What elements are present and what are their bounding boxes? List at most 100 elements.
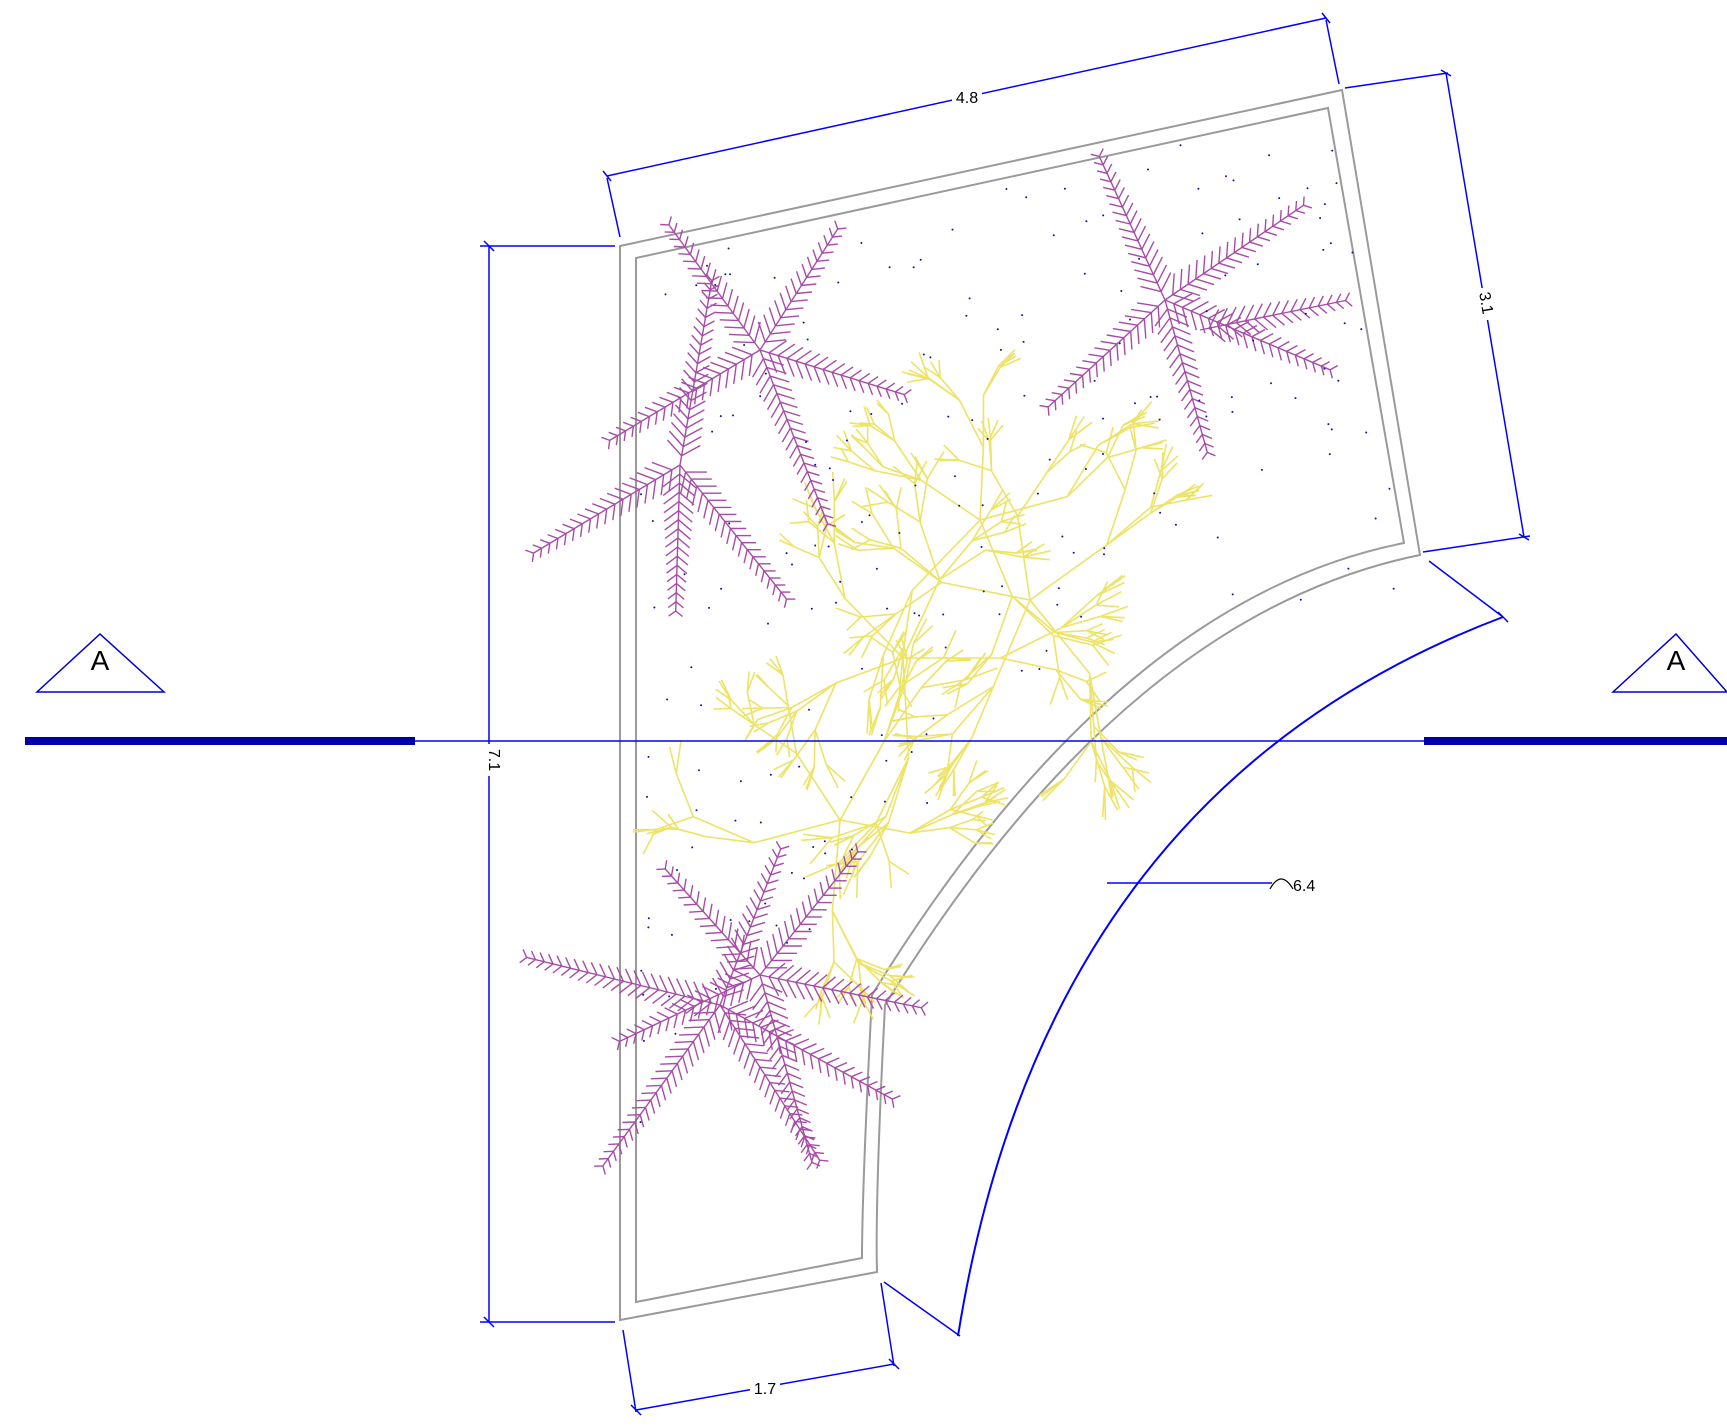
soil-dot: [1231, 593, 1234, 596]
soil-dot: [814, 463, 817, 466]
shrub-branch: [856, 957, 885, 971]
shrub-branch: [782, 674, 789, 706]
soil-dot: [775, 924, 778, 927]
shrub-branch: [851, 527, 871, 541]
soil-dot: [1103, 547, 1106, 550]
soil-dot: [690, 666, 693, 669]
soil-dot: [918, 614, 921, 617]
shrub-branch: [975, 815, 988, 827]
soil-dot: [875, 567, 878, 570]
soil-dot: [925, 733, 928, 736]
soil-dot: [886, 607, 889, 610]
shrub-branch: [882, 466, 922, 481]
soil-dot: [1023, 394, 1026, 397]
soil-dot: [1045, 649, 1048, 652]
shrub-branch: [814, 507, 835, 544]
shrub-branch: [768, 710, 797, 724]
soil-dot: [1198, 399, 1201, 402]
shrub-branch: [746, 692, 755, 725]
shrub-branch: [835, 534, 859, 551]
shrub-branch: [1094, 761, 1098, 782]
soil-dot: [739, 780, 742, 783]
soil-dot: [642, 993, 645, 996]
soil-dot: [1134, 402, 1136, 405]
shrub-branch: [852, 999, 864, 1024]
shrub-branch: [1000, 501, 1008, 522]
shrub-branch: [979, 447, 985, 521]
soil-dot: [1252, 339, 1255, 342]
section-marker-right: [1611, 632, 1727, 693]
soil-dot: [732, 414, 734, 417]
shrub-branch: [715, 696, 732, 710]
shrub-branch: [1118, 751, 1144, 759]
soil-dot: [683, 573, 686, 576]
shrub-branch: [1054, 631, 1093, 643]
shrub-branch: [938, 540, 973, 581]
shrub-branch: [990, 498, 1012, 511]
shrub-branch: [860, 635, 873, 659]
shrub-branch: [1091, 631, 1112, 643]
shrub-branch: [762, 706, 792, 709]
shrub-branch: [984, 796, 1009, 804]
soil-dot: [808, 928, 811, 931]
soil-dot: [839, 580, 842, 583]
dim-bottom: 1.7: [754, 1381, 776, 1398]
shrub-branch: [951, 685, 994, 735]
shrub-branch: [1015, 541, 1033, 554]
shrub-branch: [893, 734, 916, 738]
shrub-branch: [999, 352, 1016, 368]
shrub-branch: [910, 361, 932, 380]
shrub-branch: [895, 508, 902, 549]
shrub-branch: [883, 679, 889, 704]
shrub-branch: [1068, 415, 1078, 441]
shrub-branch: [753, 819, 841, 844]
shrub-branch: [796, 682, 837, 712]
soil-dot: [1159, 511, 1162, 514]
shrub-branch: [1095, 590, 1122, 606]
shrub-branch: [903, 590, 914, 648]
shrub-branch: [1110, 780, 1135, 801]
soil-dot: [1232, 179, 1235, 182]
soil-dot: [846, 439, 848, 442]
shrub-branch: [814, 729, 827, 765]
soil-dot: [1268, 154, 1271, 157]
shrub-branch: [833, 478, 846, 502]
shrub-branch: [791, 682, 837, 709]
fern-frond: [619, 974, 761, 1043]
soil-dot: [798, 765, 801, 768]
shrub-branch: [924, 366, 941, 379]
shrub-branch: [968, 769, 989, 784]
soil-dot: [1093, 379, 1096, 382]
section-label-right: A: [1667, 645, 1686, 676]
soil-dot: [646, 795, 648, 798]
shrub-branch: [816, 505, 825, 527]
soil-dot: [1103, 553, 1105, 556]
fern-plants: [519, 148, 1353, 1175]
soil-dot: [1038, 668, 1041, 670]
shrub-branch: [838, 847, 857, 872]
shrub-branch: [869, 539, 902, 550]
soil-dot: [919, 258, 922, 261]
soil-dot: [727, 247, 730, 250]
shrub-branch: [918, 352, 930, 379]
shrub-branch: [943, 656, 971, 661]
shrub-branch: [802, 510, 819, 528]
shrub-branch: [1149, 478, 1164, 514]
shrub-branch: [1105, 452, 1126, 491]
soil-dot: [676, 869, 678, 871]
shrub-branch: [844, 597, 904, 659]
shrub-branch: [895, 487, 902, 510]
shrub-branch: [915, 646, 934, 662]
shrub-branch: [863, 406, 871, 426]
shrub-branch: [1060, 595, 1098, 629]
soil-dot: [691, 846, 694, 849]
shrub-branch: [833, 542, 846, 599]
shrub-branch: [971, 531, 1006, 542]
soil-dot: [1118, 342, 1121, 345]
shrub-branch: [1038, 778, 1065, 797]
shrub-branch: [668, 814, 680, 830]
shrub-branch: [1176, 494, 1195, 498]
shrub-branch: [952, 802, 985, 816]
shrub-branch: [930, 361, 941, 379]
fern-frond: [609, 349, 761, 441]
